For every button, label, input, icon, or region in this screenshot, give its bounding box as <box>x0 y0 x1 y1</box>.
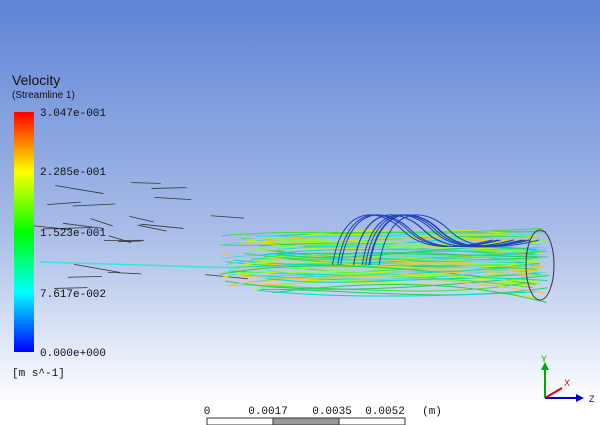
viewport: Velocity (Streamline 1) 3.047e-001 2.285… <box>0 0 600 425</box>
legend-label: 1.523e-001 <box>40 228 106 240</box>
legend-label: 0.000e+000 <box>40 348 106 360</box>
legend-subtitle: (Streamline 1) <box>12 90 75 101</box>
scale-label: 0.0017 <box>248 406 288 418</box>
legend-title: Velocity <box>12 72 60 88</box>
background <box>0 0 600 425</box>
triad-label: Z <box>589 394 595 404</box>
legend-unit: [m s^-1] <box>12 368 65 380</box>
scale-segment <box>273 418 339 425</box>
page: Velocity (Streamline 1) 3.047e-001 2.285… <box>0 0 600 425</box>
scale-segment <box>339 418 405 425</box>
color-bar <box>14 112 34 352</box>
triad-label: Y <box>541 354 547 364</box>
triad-label: X <box>564 378 570 388</box>
scale-segment <box>207 418 273 425</box>
scale-label: 0 <box>204 406 211 418</box>
scale-label: 0.0052 <box>365 406 405 418</box>
legend-label: 3.047e-001 <box>40 108 106 120</box>
scale-unit: (m) <box>422 406 442 418</box>
legend-label: 7.617e-002 <box>40 289 106 301</box>
scale-label: 0.0035 <box>312 406 352 418</box>
legend-label: 2.285e-001 <box>40 167 106 179</box>
